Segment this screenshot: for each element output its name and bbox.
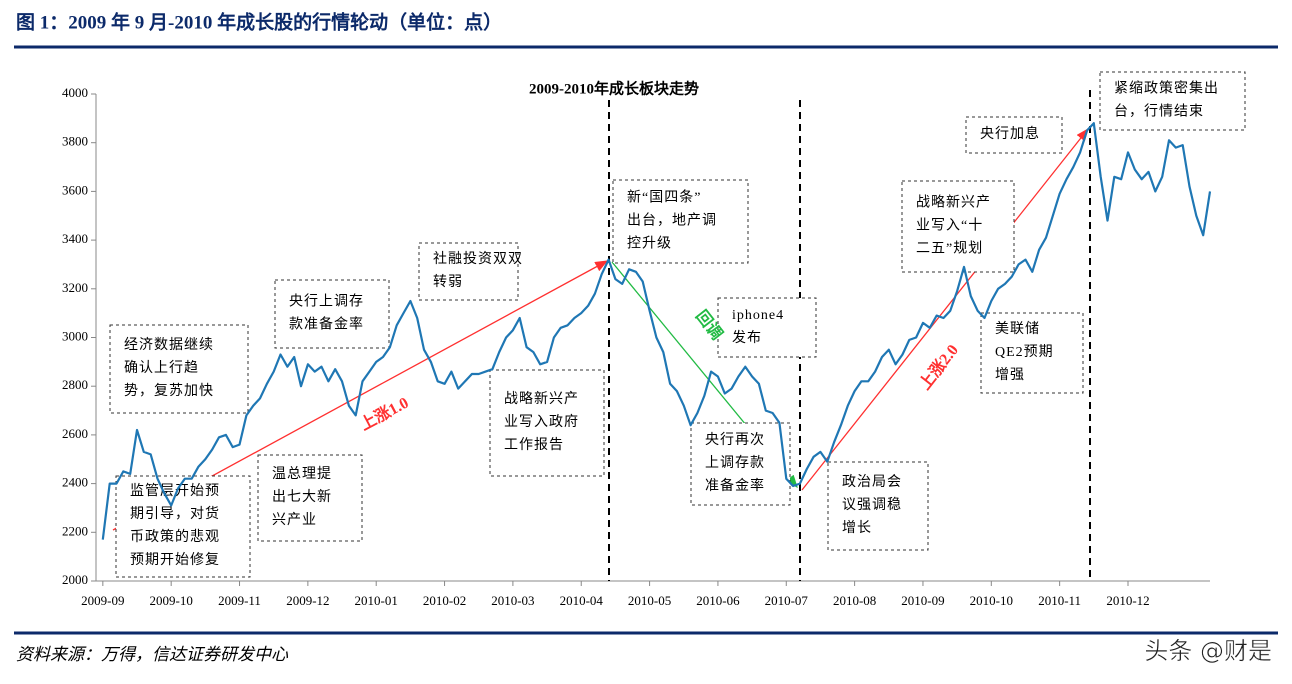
annotations: 经济数据继续确认上行趋势，复苏加快监管层开始预期引导，对货币政策的悲观预期开始修… (109, 71, 1246, 578)
annotation-box (115, 475, 251, 578)
x-tick-label: 2010-09 (901, 593, 944, 608)
annotation-box (274, 279, 390, 349)
annotation-text: 议强调稳 (842, 497, 902, 513)
annotation-text: 发布 (732, 330, 762, 346)
annotation-text: 台，行情结束 (1114, 104, 1204, 120)
x-tick-label: 2009-09 (81, 593, 124, 608)
x-tick-label: 2010-01 (355, 593, 398, 608)
y-tick-label: 2800 (62, 377, 88, 392)
annotation-box (1099, 71, 1246, 131)
annotation-text: 二五”规划 (916, 241, 983, 257)
annotation-text: 美联储 (995, 321, 1040, 337)
annotation-text: 业写入政府 (504, 414, 579, 430)
y-tick-label: 3600 (62, 182, 88, 197)
annotation-box (980, 312, 1084, 394)
annotation-box (827, 461, 929, 551)
annotation-text: 出台，地产调 (627, 213, 717, 229)
x-tick-label: 2010-05 (628, 593, 671, 608)
x-tick-label: 2010-03 (491, 593, 534, 608)
plot: 2000 2200 2400 2600 2800 3000 3200 3400 3600 3800… (62, 85, 1212, 608)
annotation-box (489, 369, 605, 477)
annotation-text: 温总理提 (272, 466, 332, 482)
x-tick-label: 2010-02 (423, 593, 466, 608)
annotation-text: 预期开始修复 (130, 551, 220, 568)
annotation-text: 监管层开始预 (130, 483, 220, 499)
x-tick-label: 2010-08 (833, 593, 876, 608)
arrow-label: 上涨1.0 (357, 394, 411, 434)
annotation-box (901, 180, 1015, 273)
source: 资料来源：万得，信达证券研发中心 (16, 645, 289, 664)
x-tick-label: 2009-10 (150, 593, 193, 608)
annotation-text: 经济数据继续 (124, 336, 214, 353)
x-tick-label: 2010-10 (970, 593, 1013, 608)
annotation-text: 增长 (842, 520, 872, 536)
annotation-text: 战略新兴产 (504, 391, 579, 407)
page-title: 图 1：2009 年 9 月-2010 年成长股的行情轮动（单位：点） (16, 10, 502, 33)
annotation-box (257, 454, 363, 542)
annotation-text: 央行上调存 (289, 294, 364, 310)
watermark: 头条 @财是 (1144, 637, 1272, 665)
annotation-text: 势，复苏加快 (124, 382, 214, 399)
x-tick-label: 2010-12 (1106, 593, 1149, 608)
annotation-box (965, 116, 1063, 154)
annotation-text: 央行再次 (705, 432, 765, 448)
annotation-text: 准备金率 (705, 477, 765, 494)
annotation-text: 央行加息 (980, 125, 1040, 142)
x-tick-label: 2010-11 (1038, 593, 1081, 608)
annotation-text: 业写入“十 (916, 218, 983, 234)
x-tick-label: 2010-07 (765, 593, 809, 608)
annotation-text: 币政策的悲观 (130, 528, 220, 545)
annotation-text: 兴产业 (272, 512, 317, 528)
annotation-box (717, 297, 817, 358)
x-tick-label: 2010-06 (696, 593, 740, 608)
y-tick-label: 2600 (62, 426, 88, 441)
annotation-text: 战略新兴产 (916, 195, 991, 211)
y-tick-label: 3400 (62, 231, 88, 246)
annotation-text: 增强 (995, 367, 1025, 383)
x-tick-label: 2009-12 (286, 593, 329, 608)
x-tick-label: 2009-11 (218, 593, 261, 608)
trend-arrow (801, 127, 1089, 491)
annotation-text: 确认上行趋 (124, 360, 199, 376)
annotation-text: 款准备金率 (289, 316, 364, 333)
price-line (101, 122, 1212, 540)
annotation-text: 期引导，对货 (130, 505, 220, 522)
y-tick-label: 2200 (62, 523, 88, 538)
annotation-box (612, 179, 749, 264)
chart-title: 2009-2010年成长板块走势 (529, 79, 699, 97)
x-tick-label: 2010-04 (560, 593, 604, 608)
annotation-text: 转弱 (433, 274, 463, 290)
y-tick-label: 3200 (62, 280, 88, 295)
annotation-box (690, 422, 791, 506)
y-tick-label: 2400 (62, 475, 88, 490)
annotation-box (418, 242, 519, 301)
annotation-text: iphone4 (732, 308, 784, 323)
y-tick-label: 2000 (62, 572, 88, 587)
annotation-text: 出七大新 (272, 489, 332, 505)
y-tick-label: 3800 (62, 134, 88, 149)
annotation-text: 紧缩政策密集出 (1114, 80, 1219, 97)
arrow-label: 上涨2.0 (916, 341, 962, 393)
annotation-text: 上调存款 (705, 455, 765, 471)
annotation-box (109, 324, 249, 414)
annotation-text: 社融投资双双 (433, 251, 523, 267)
y-tick-label: 3000 (62, 328, 88, 343)
annotation-text: 政治局会 (842, 474, 902, 490)
y-tick-label: 4000 (62, 85, 88, 100)
annotation-text: 控升级 (627, 236, 672, 252)
annotation-text: QE2预期 (995, 344, 1054, 360)
annotation-text: 工作报告 (504, 437, 564, 453)
annotation-text: 新“国四条” (627, 189, 701, 206)
